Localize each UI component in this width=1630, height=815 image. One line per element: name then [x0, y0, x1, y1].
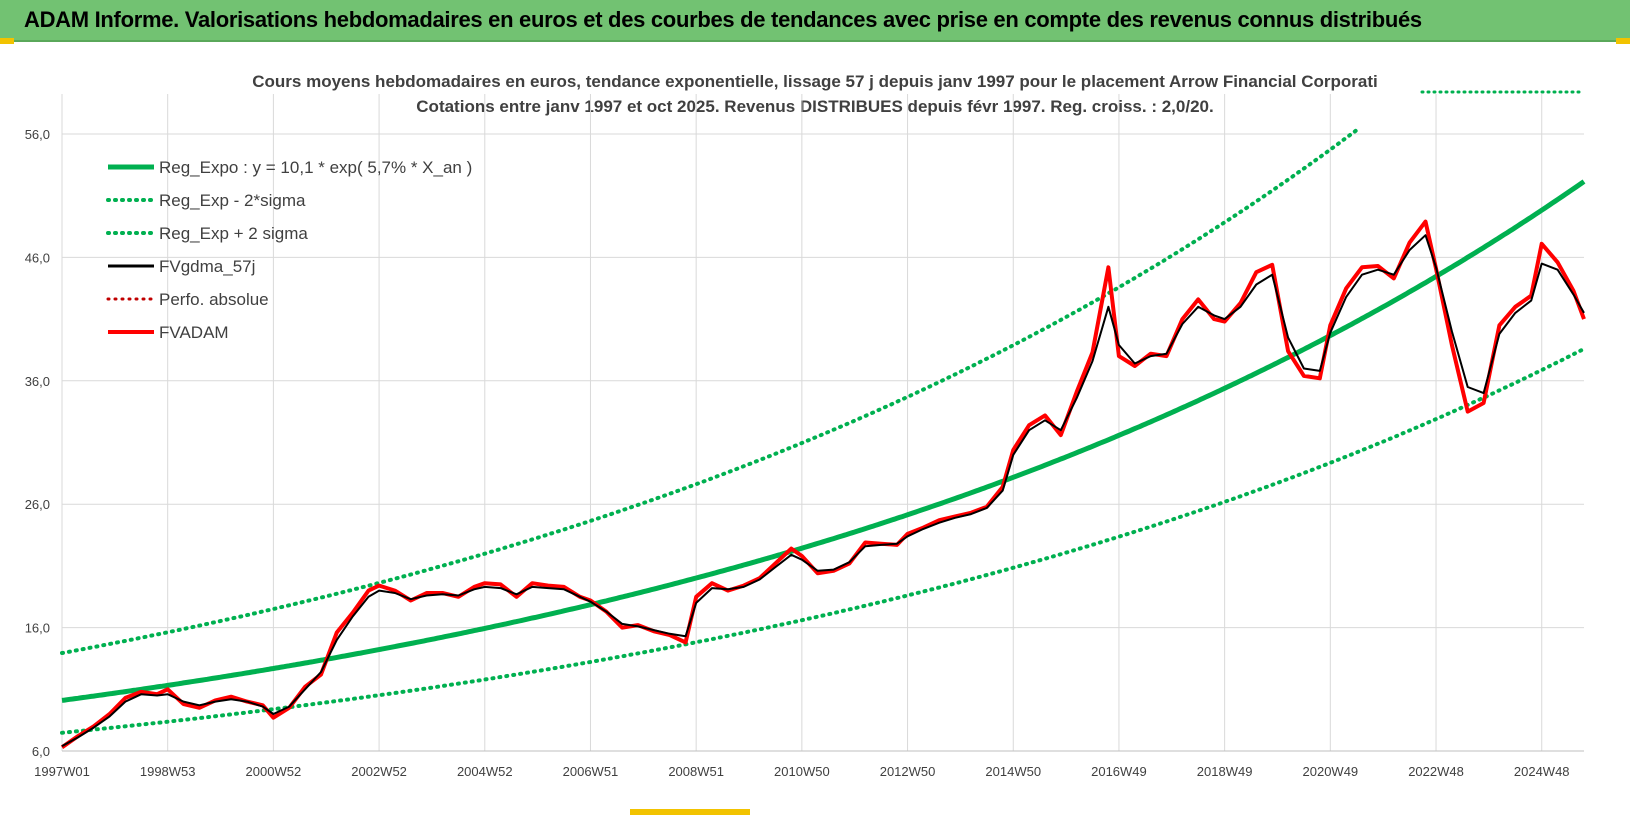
legend-label: FVADAM — [159, 323, 229, 342]
legend-label: Reg_Exp + 2 sigma — [159, 224, 308, 243]
legend-label: Perfo. absolue — [159, 290, 269, 309]
x-tick-label: 2006W51 — [563, 764, 619, 779]
grid-lines — [61, 94, 1584, 752]
corner-marker — [0, 38, 14, 44]
y-tick-label: 46,0 — [25, 250, 50, 265]
banner-title: ADAM Informe. Valorisations hebdomadaire… — [24, 7, 1422, 32]
y-tick-label: 36,0 — [25, 374, 50, 389]
series-reg-expo — [61, 179, 1586, 703]
chart-title-group: Cours moyens hebdomadaires en euros, ten… — [252, 72, 1378, 116]
y-tick-label: 56,0 — [25, 127, 50, 142]
y-tick-label: 6,0 — [32, 744, 50, 759]
x-tick-label: 1997W01 — [34, 764, 90, 779]
corner-marker — [1616, 38, 1630, 44]
x-tick-label: 2002W52 — [351, 764, 407, 779]
x-tick-label: 1998W53 — [140, 764, 196, 779]
series-reg-plus-2sigma — [60, 126, 1362, 655]
x-tick-label: 2014W50 — [985, 764, 1041, 779]
y-axis-ticks: 6,0 16,0 26,0 36,0 46,0 56,0 — [25, 127, 50, 759]
legend-label: FVgdma_57j — [159, 257, 255, 276]
y-tick-label: 26,0 — [25, 497, 50, 512]
x-tick-label: 2024W48 — [1514, 764, 1570, 779]
y-tick-label: 16,0 — [25, 621, 50, 636]
x-tick-label: 2008W51 — [668, 764, 724, 779]
chart-plot: Cours moyens hebdomadaires en euros, ten… — [25, 72, 1586, 779]
x-tick-label: 2010W50 — [774, 764, 830, 779]
legend-label: Reg_Expo : y = 10,1 * exp( 5,7% * X_an ) — [159, 158, 472, 177]
chart-title-line-1: Cours moyens hebdomadaires en euros, ten… — [252, 72, 1378, 91]
legend: Reg_Expo : y = 10,1 * exp( 5,7% * X_an )… — [106, 90, 1586, 342]
x-tick-label: 2018W49 — [1197, 764, 1253, 779]
x-tick-label: 2022W48 — [1408, 764, 1464, 779]
x-tick-label: 2012W50 — [880, 764, 936, 779]
series-fvgdma-57j — [61, 234, 1585, 747]
series-reg-minus-2sigma — [60, 346, 1586, 735]
x-tick-label: 2020W49 — [1303, 764, 1359, 779]
x-tick-label: 2004W52 — [457, 764, 513, 779]
banner: ADAM Informe. Valorisations hebdomadaire… — [0, 0, 1630, 42]
x-axis-ticks: 1997W01 1998W53 2000W52 2002W52 2004W52 2006W… — [34, 764, 1569, 779]
series-fvadam — [60, 219, 1586, 749]
chart-title-line-2: Cotations entre janv 1997 et oct 2025. R… — [416, 97, 1213, 116]
x-tick-label: 2016W49 — [1091, 764, 1147, 779]
bottom-marker — [630, 809, 750, 815]
legend-label: Reg_Exp - 2*sigma — [159, 191, 306, 210]
series-layer — [60, 126, 1586, 749]
x-tick-label: 2000W52 — [246, 764, 302, 779]
